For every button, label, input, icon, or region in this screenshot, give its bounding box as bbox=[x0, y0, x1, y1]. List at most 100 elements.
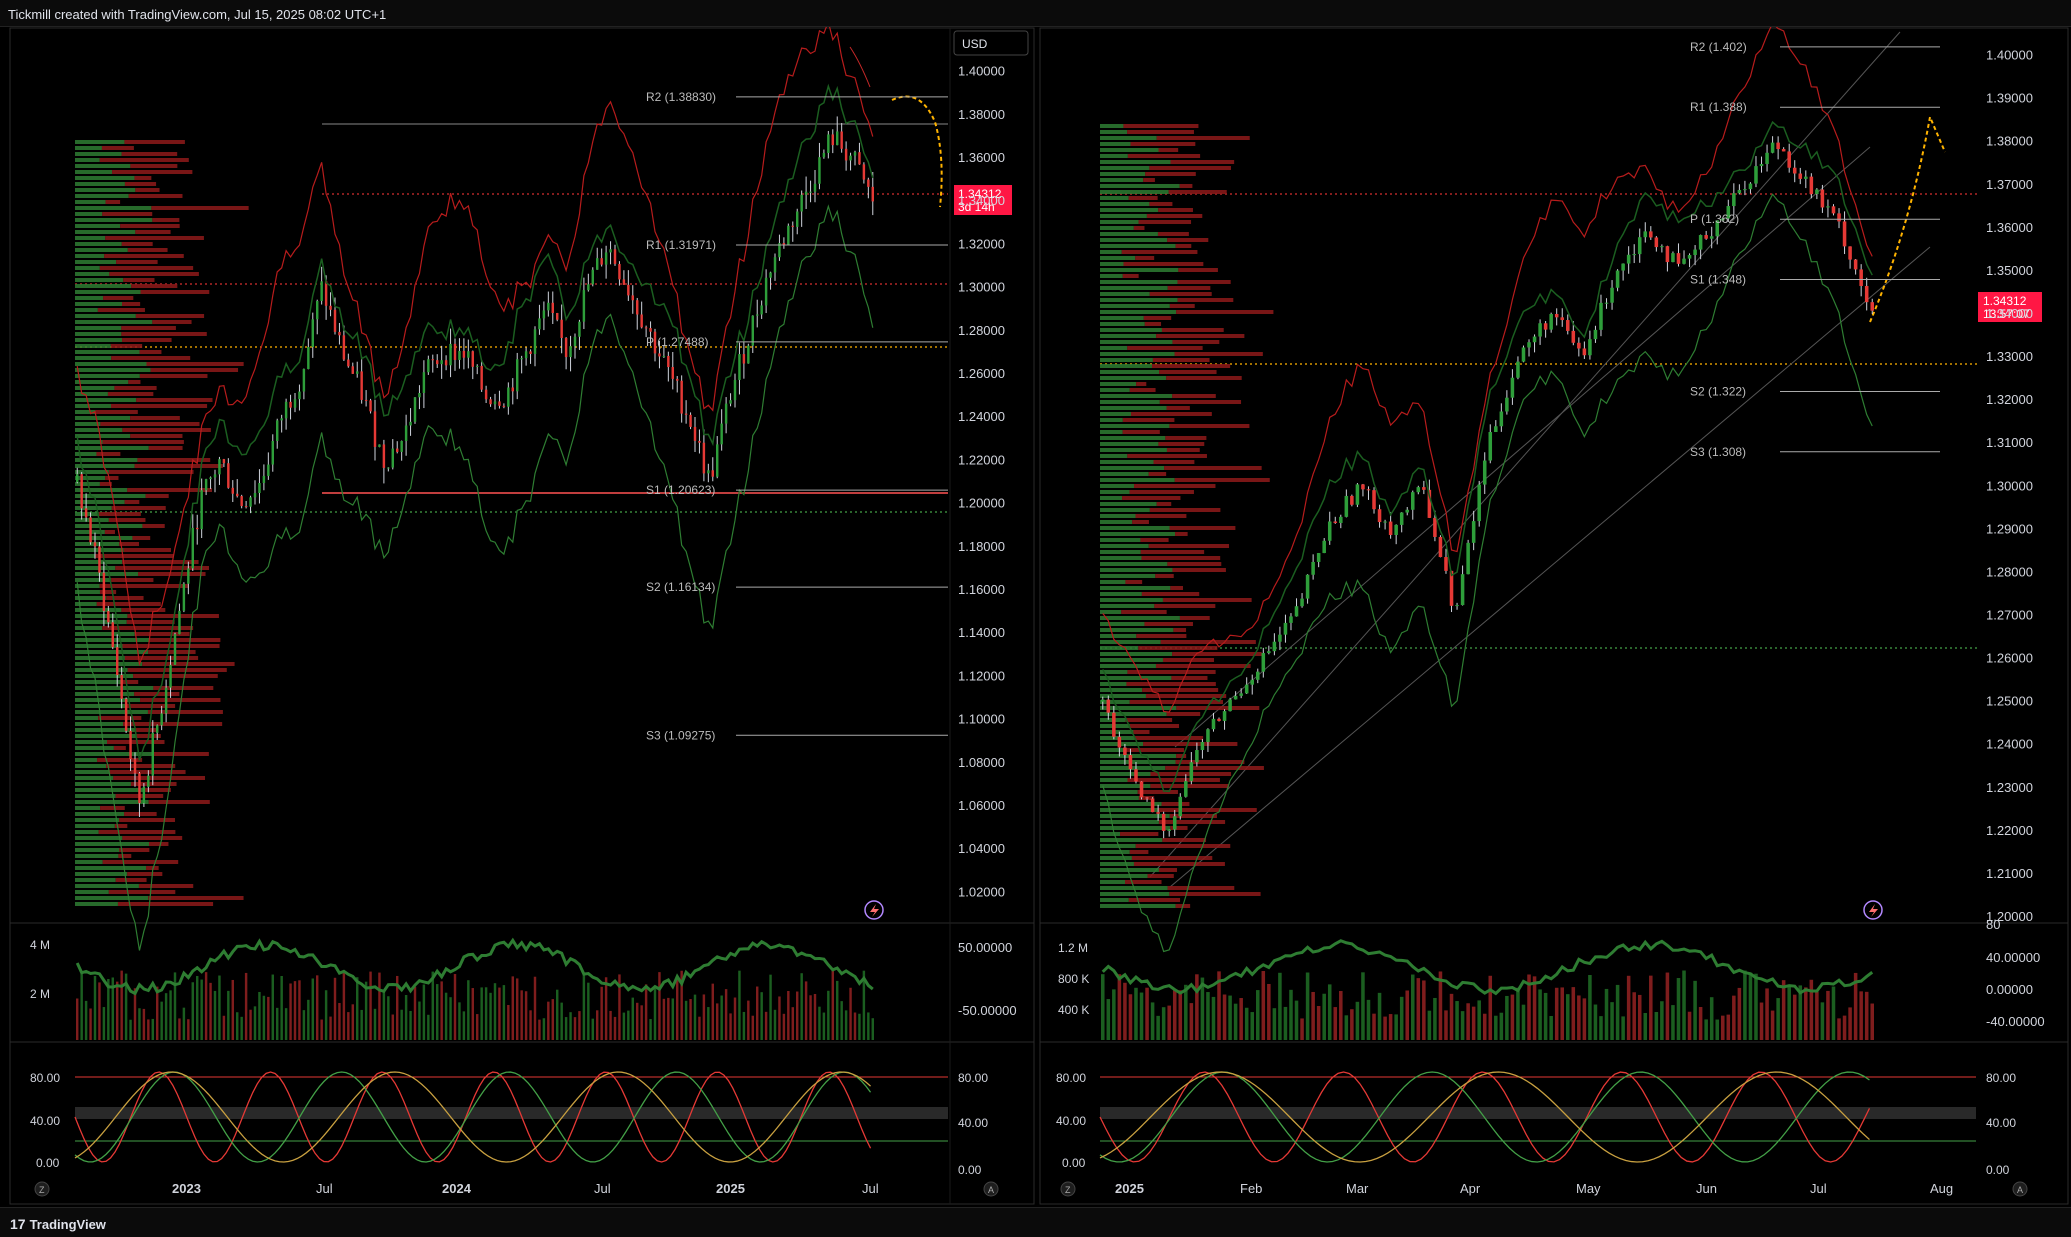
left-candle bbox=[196, 527, 199, 530]
right-volume-axis-0: 1.2 M bbox=[1058, 941, 1088, 955]
right-price-axis[interactable]: 1.40000 1.39000 1.38000 1.37000 1.36000 1.350… bbox=[1986, 48, 2033, 924]
right-volume-bar bbox=[1499, 1012, 1504, 1040]
right-profile-bar-down bbox=[1122, 430, 1160, 434]
right-profile-bar-down bbox=[1136, 382, 1147, 386]
left-candle bbox=[600, 258, 603, 265]
right-profile-bar-down bbox=[1179, 184, 1193, 188]
left-volume-bar bbox=[467, 980, 470, 1040]
right-flash-icon[interactable] bbox=[1863, 900, 1883, 920]
right-profile-bar-down bbox=[1174, 352, 1263, 356]
left-candle bbox=[467, 351, 470, 358]
right-profile-bar-up bbox=[1100, 622, 1145, 626]
left-stoch-line bbox=[74, 1071, 872, 1163]
left-candle bbox=[289, 401, 292, 408]
left-volume-bar bbox=[547, 1001, 550, 1040]
left-candle bbox=[222, 459, 226, 464]
right-profile-bar-down bbox=[1149, 292, 1212, 296]
right-volume-bar bbox=[1554, 987, 1559, 1040]
right-corner-z-button[interactable]: Z bbox=[1060, 1181, 1076, 1197]
left-volume-bar bbox=[751, 1015, 754, 1040]
right-candle bbox=[1510, 377, 1515, 398]
left-volume-bar bbox=[231, 979, 234, 1040]
left-time-axis[interactable]: 2023 Jul 2024 Jul 2025 Jul bbox=[172, 1181, 879, 1196]
left-candle bbox=[169, 664, 172, 688]
left-volume-bar bbox=[476, 1014, 479, 1040]
right-volume-bar bbox=[1217, 971, 1221, 1040]
left-candle bbox=[333, 309, 337, 332]
tradingview-logo[interactable]: 17 TradingView bbox=[10, 1216, 106, 1232]
left-price-tick: 1.34000 bbox=[958, 193, 1005, 208]
left-profile-bar-down bbox=[108, 518, 146, 522]
right-candle bbox=[1101, 699, 1105, 702]
left-volume-bar bbox=[836, 980, 839, 1040]
right-profile-bar-up bbox=[1100, 130, 1128, 134]
right-volume-bar bbox=[1239, 998, 1243, 1040]
left-price-tick: 1.10000 bbox=[958, 712, 1005, 727]
left-profile-bar-down bbox=[113, 776, 206, 780]
left-volume-bar bbox=[636, 1002, 639, 1040]
right-candle bbox=[1748, 183, 1753, 190]
left-profile-bar-down bbox=[99, 584, 189, 588]
left-profile-bar-up bbox=[75, 866, 147, 870]
right-volume-bar bbox=[1709, 997, 1714, 1040]
left-candle bbox=[738, 354, 741, 380]
left-volume-bar bbox=[849, 987, 852, 1040]
right-profile-bar-down bbox=[1143, 178, 1155, 182]
right-volume-bar bbox=[1848, 1007, 1852, 1040]
right-chart-pane[interactable] bbox=[1039, 27, 2069, 1205]
charts-canvas[interactable]: USD 1.34312 3d 14h 1.40000 1.38000 1.36000… bbox=[0, 27, 2071, 1207]
right-volume-bar bbox=[1172, 990, 1177, 1040]
left-volume-bar bbox=[453, 974, 457, 1040]
right-candle bbox=[1477, 484, 1481, 522]
left-candle bbox=[827, 134, 830, 153]
left-time-tick: 2025 bbox=[716, 1181, 745, 1196]
left-profile-bar-down bbox=[102, 626, 194, 630]
left-profile-bar-up bbox=[75, 458, 138, 462]
left-candle bbox=[173, 634, 177, 665]
left-candle bbox=[587, 284, 590, 291]
left-volume-bar bbox=[778, 996, 781, 1040]
right-candle bbox=[1831, 206, 1836, 214]
left-candle bbox=[231, 487, 234, 494]
left-volume-bar bbox=[622, 1012, 626, 1040]
right-candle bbox=[1709, 236, 1714, 239]
left-volume-bar bbox=[302, 1010, 306, 1040]
left-currency-badge[interactable]: USD bbox=[953, 30, 1029, 56]
left-volume-bar bbox=[764, 1011, 768, 1040]
left-flash-icon[interactable] bbox=[864, 900, 884, 920]
right-candle bbox=[1615, 270, 1620, 288]
left-candle bbox=[102, 572, 106, 612]
right-volume-bar bbox=[1184, 984, 1188, 1040]
left-candle bbox=[213, 474, 217, 478]
right-profile-bar-down bbox=[1158, 442, 1205, 446]
left-candle bbox=[640, 314, 643, 328]
right-profile-bar-down bbox=[1148, 472, 1167, 476]
right-volume-bar bbox=[1676, 978, 1681, 1040]
right-candle bbox=[1311, 561, 1315, 575]
left-corner-a-label: A bbox=[988, 1185, 994, 1195]
right-candle bbox=[1859, 269, 1863, 287]
left-price-axis[interactable]: 1.40000 1.38000 1.36000 1.34000 1.32000 1.300… bbox=[958, 64, 1005, 900]
left-profile-bar-up bbox=[75, 794, 116, 798]
left-candle bbox=[138, 773, 141, 804]
right-time-axis[interactable]: 2025 Feb Mar Apr May Jun Jul Aug bbox=[1115, 1181, 1953, 1196]
left-price-tick: 1.38000 bbox=[958, 107, 1005, 122]
left-candle bbox=[773, 257, 777, 273]
right-candle bbox=[1411, 492, 1415, 510]
right-corner-a-button[interactable]: A bbox=[2012, 1181, 2028, 1197]
right-profile-bar-down bbox=[1162, 598, 1252, 602]
right-candle bbox=[1256, 671, 1260, 680]
left-profile-bar-down bbox=[148, 800, 210, 804]
left-corner-z-button[interactable]: Z bbox=[34, 1181, 50, 1197]
left-corner-a-button[interactable]: A bbox=[983, 1181, 999, 1197]
left-profile-bar-down bbox=[98, 830, 176, 834]
left-candle bbox=[120, 675, 123, 699]
right-candle bbox=[1549, 314, 1553, 330]
left-volume-axis-0: 4 M bbox=[30, 938, 50, 952]
right-profile-bar-down bbox=[1134, 484, 1216, 488]
left-volume-bar bbox=[347, 1012, 350, 1040]
right-volume-bar bbox=[1471, 1006, 1476, 1040]
right-pivot-label: S2 (1.322) bbox=[1690, 385, 1746, 399]
left-volume-bar bbox=[93, 975, 97, 1040]
left-stoch-line bbox=[74, 1071, 871, 1163]
